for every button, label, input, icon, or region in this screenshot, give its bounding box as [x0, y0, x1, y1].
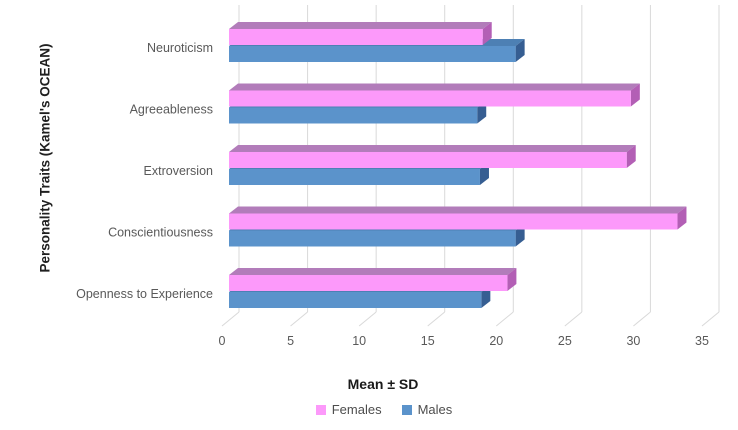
- bar-males-agreeableness-face: [229, 107, 478, 124]
- bar-females-openness-to-experience-face: [229, 275, 508, 291]
- bar-females-conscientiousness-top: [229, 206, 687, 214]
- x-tick-label-0: 0: [219, 334, 226, 348]
- bar-females-neuroticism-top: [229, 22, 492, 29]
- category-label-agreeableness: Agreeableness: [130, 103, 213, 117]
- tick-connector-35: [701, 311, 720, 327]
- tick-connector-5: [290, 311, 308, 327]
- females-swatch: [315, 404, 326, 415]
- x-axis-title: Mean ± SD: [347, 376, 419, 392]
- tick-connector-30: [633, 311, 651, 327]
- bar-females-openness-to-experience-top: [229, 268, 517, 275]
- x-tick-label-5: 5: [287, 334, 294, 348]
- males-swatch: [401, 404, 412, 415]
- category-label-conscientiousness: Conscientiousness: [108, 226, 213, 240]
- bar-males-neuroticism-face: [229, 46, 516, 62]
- bar-females-agreeableness-face: [229, 90, 631, 107]
- bar-males-conscientiousness-face: [229, 230, 516, 247]
- bar-females-conscientiousness-side: [677, 206, 687, 230]
- y-axis-title: Personality Traits (Kamel's OCEAN): [37, 43, 53, 273]
- bar-females-agreeableness-top: [229, 83, 640, 91]
- x-tick-label-35: 35: [695, 334, 709, 348]
- legend-label-males: Males: [417, 402, 453, 417]
- tick-connector-20: [495, 311, 514, 327]
- bar-females-extroversion-side: [626, 145, 636, 168]
- legend: Females Males: [0, 402, 738, 417]
- bar-females-openness-to-experience-side: [507, 268, 517, 291]
- x-tick-label-20: 20: [489, 334, 503, 348]
- x-tick-label-30: 30: [626, 334, 640, 348]
- bar-males-neuroticism-side: [515, 39, 525, 62]
- bar-females-extroversion-top: [229, 145, 636, 152]
- bar-females-neuroticism-face: [229, 29, 483, 45]
- bar-males-openness-to-experience-face: [229, 292, 482, 308]
- category-label-neuroticism: Neuroticism: [147, 41, 213, 55]
- legend-item-males: Males: [401, 402, 453, 417]
- category-label-extroversion: Extroversion: [144, 164, 214, 178]
- legend-label-females: Females: [331, 402, 382, 417]
- tick-connector-25: [564, 311, 583, 327]
- bar-males-extroversion-face: [229, 169, 480, 185]
- bar-females-agreeableness-side: [630, 83, 640, 107]
- bar-females-conscientiousness-face: [229, 213, 678, 230]
- legend-item-females: Females: [315, 402, 382, 417]
- bar-females-neuroticism-side: [482, 22, 492, 45]
- tick-connector-0: [221, 311, 240, 327]
- x-tick-label-10: 10: [352, 334, 366, 348]
- tick-connector-10: [358, 311, 377, 327]
- category-label-openness-to-experience: Openness to Experience: [76, 287, 213, 301]
- x-tick-label-25: 25: [558, 334, 572, 348]
- x-tick-label-15: 15: [421, 334, 435, 348]
- tick-connector-15: [427, 311, 446, 327]
- bar-females-extroversion-face: [229, 152, 627, 168]
